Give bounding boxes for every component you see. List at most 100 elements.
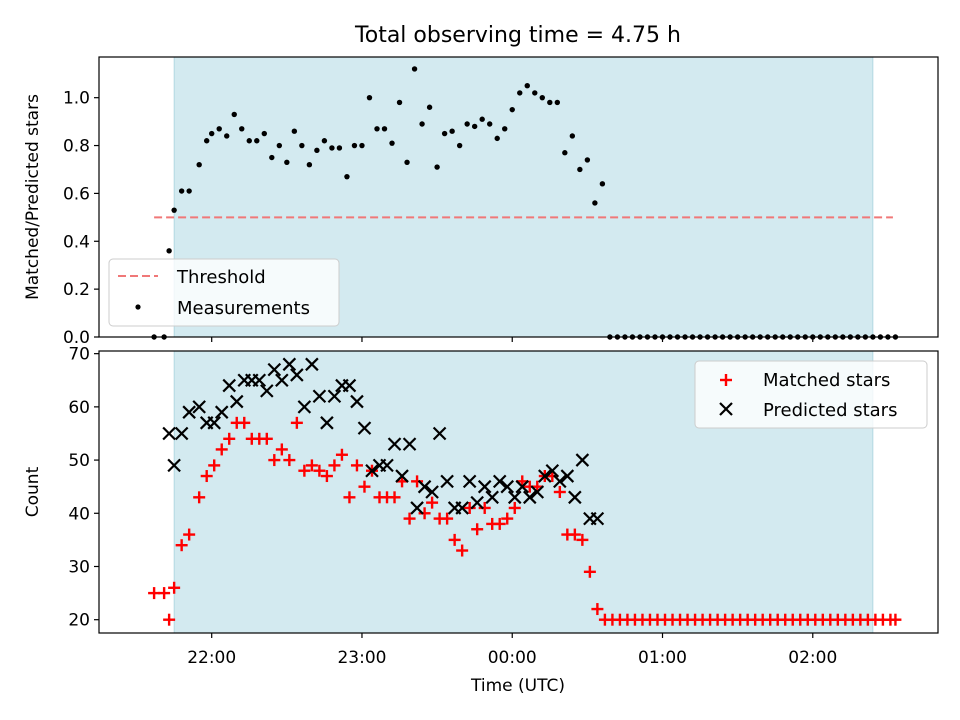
matched-star-marker (576, 533, 589, 546)
matched-star-marker (168, 581, 181, 594)
ratio-axes-frame (98, 56, 939, 338)
measurement-point (554, 99, 561, 106)
measurement-point (359, 142, 365, 149)
predicted-star-marker (492, 474, 507, 489)
measurement-point (374, 126, 380, 132)
matched-star-marker (260, 432, 273, 445)
matched-star-marker (388, 491, 401, 504)
ratio-y-tick-label: 0.8 (63, 137, 90, 157)
predicted-star-marker (357, 421, 372, 435)
predicted-star-marker (387, 437, 402, 451)
measurement-point (261, 130, 267, 137)
measurement-point (284, 159, 290, 165)
matched-star-marker (208, 459, 221, 472)
matched-star-marker (335, 448, 348, 461)
predicted-star-marker (305, 357, 319, 372)
predicted-star-marker (432, 426, 447, 441)
predicted-star-marker (260, 384, 274, 398)
measurement-point (562, 150, 568, 156)
matched-star-marker (418, 507, 431, 520)
matched-star-marker (583, 565, 596, 578)
measurement-point (449, 128, 455, 134)
measurement-point (456, 142, 463, 149)
measurement-point (196, 161, 202, 168)
measurement-point (366, 94, 373, 101)
count-y-tick-label: 30 (68, 557, 90, 577)
matched-star-marker (268, 454, 281, 467)
measurement-point (269, 154, 275, 161)
count-panel: 20 30 40 50 60 70 22:00 23:00 00:00 01:00 02:00 C… (23, 345, 939, 696)
predicted-star-marker (167, 458, 181, 473)
predicted-star-marker (575, 453, 590, 467)
matched-star-marker (183, 528, 196, 541)
x-tick-label: 01:00 (638, 648, 687, 668)
matched-star-marker (441, 512, 454, 525)
x-tick-label: 00:00 (488, 648, 537, 668)
measurement-point (411, 66, 418, 72)
measurement-point (336, 145, 343, 151)
count-y-axis-label: Count (23, 466, 43, 517)
predicted-star-marker (174, 426, 189, 441)
measurement-point (592, 200, 598, 206)
predicted-star-marker (282, 357, 297, 372)
count-y-ticks: 20 30 40 50 60 70 (68, 345, 99, 631)
predicted-star-marker (515, 479, 530, 494)
count-y-tick-label: 60 (68, 398, 90, 418)
predicted-star-marker (365, 463, 379, 478)
x-tick-label: 23:00 (337, 648, 386, 668)
predicted-star-marker (470, 495, 484, 510)
count-axes-frame (98, 350, 939, 634)
measurement-point (351, 142, 358, 149)
matched-star-marker (426, 496, 439, 509)
chart-title: Total observing time = 4.75 h (354, 23, 681, 48)
measurement-point (547, 99, 553, 106)
predicted-star-marker (410, 501, 424, 515)
matched-star-marker (298, 464, 311, 477)
matched-star-marker (238, 416, 251, 429)
measurement-point (539, 94, 545, 101)
predicted-star-marker (207, 416, 221, 430)
measurement-point (479, 116, 485, 122)
matched-star-marker (501, 512, 514, 525)
measurement-point (569, 133, 576, 139)
matched-star-marker (305, 459, 318, 472)
measurement-point (314, 147, 320, 154)
measurement-point (584, 157, 591, 163)
matched-star-marker (215, 443, 228, 456)
predicted-star-marker (530, 485, 545, 499)
matched-star-marker (158, 587, 171, 600)
legend-predicted-label: Predicted stars (763, 400, 897, 421)
matched-star-marker (456, 544, 469, 557)
predicted-star-marker (229, 394, 244, 409)
measurement-point (171, 207, 177, 213)
measurement-point (216, 126, 222, 132)
measurement-point (231, 111, 237, 118)
matched-star-marker (553, 486, 566, 498)
legend-matched-swatch (720, 374, 732, 386)
predicted-star-markers (162, 357, 605, 526)
count-legend: Matched stars Predicted stars (694, 360, 928, 429)
measurement-point (426, 104, 433, 110)
measurement-point (291, 128, 298, 134)
matched-star-marker (200, 470, 213, 483)
predicted-star-marker (312, 389, 327, 404)
ratio-legend: Threshold Measurements (108, 258, 340, 327)
ratio-y-tick-label: 0.6 (63, 184, 90, 204)
predicted-star-marker (395, 469, 409, 483)
ratio-x-ticks (211, 337, 814, 342)
predicted-star-marker (380, 458, 394, 473)
measurement-point (178, 188, 185, 194)
predicted-star-marker (507, 490, 522, 505)
predicted-star-marker (500, 479, 515, 494)
predicted-star-marker (553, 474, 567, 489)
predicted-star-marker (162, 426, 176, 441)
predicted-star-marker (182, 405, 196, 419)
matched-star-marker (350, 459, 363, 472)
measurement-point (471, 123, 478, 130)
legend-threshold-label: Threshold (176, 267, 266, 288)
predicted-star-marker (462, 474, 477, 489)
matched-star-marker (493, 517, 506, 530)
legend-predicted-swatch (719, 402, 733, 416)
x-tick-label: 22:00 (187, 648, 236, 668)
measurement-point (464, 121, 470, 127)
